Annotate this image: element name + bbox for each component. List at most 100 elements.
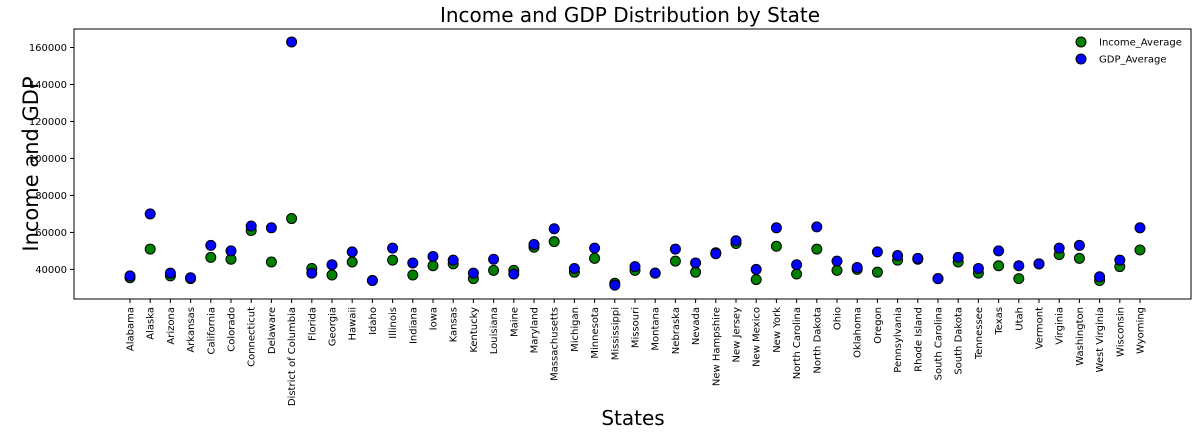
data-point	[871, 266, 883, 278]
data-point	[1013, 273, 1025, 285]
data-point	[649, 267, 661, 279]
data-point	[366, 275, 378, 287]
data-point	[346, 256, 358, 268]
data-point	[144, 208, 156, 220]
x-tick-label: Georgia	[328, 307, 339, 346]
data-point	[387, 242, 399, 254]
y-tick-label: 40000	[35, 265, 67, 276]
x-tick-label: Louisiana	[489, 307, 500, 354]
data-point	[831, 255, 843, 267]
y-axis-title: Income and GDP	[19, 76, 43, 251]
data-point	[447, 254, 459, 266]
x-tick-label: Massachusetts	[550, 307, 561, 381]
x-tick-label: New York	[772, 307, 783, 353]
data-point	[225, 245, 237, 257]
x-tick-label: Florida	[307, 307, 318, 341]
x-tick-label: Oregon	[873, 307, 884, 344]
x-tick-label: Ohio	[833, 307, 844, 330]
data-point	[326, 269, 338, 281]
x-tick-label: Montana	[651, 307, 662, 351]
x-tick-label: West Virginia	[1095, 307, 1106, 372]
x-tick-label: Colorado	[227, 307, 238, 352]
chart-title: Income and GDP Distribution by State	[440, 3, 820, 27]
x-tick-label: South Carolina	[934, 307, 945, 380]
data-point	[609, 279, 621, 291]
data-point	[811, 221, 823, 233]
data-point	[124, 270, 136, 282]
data-point	[286, 36, 298, 48]
x-tick-label: Iowa	[429, 307, 440, 330]
x-tick-label: New Mexico	[752, 307, 763, 367]
data-point	[669, 243, 681, 255]
data-point	[629, 261, 641, 273]
data-point	[205, 239, 217, 251]
y-tick-label: 120000	[29, 117, 67, 128]
x-tick-label: New Jersey	[732, 307, 743, 363]
data-point	[972, 262, 984, 274]
x-tick-label: Pennsylvania	[893, 307, 904, 373]
x-tick-label: Kansas	[449, 307, 460, 342]
x-axis-ticks: Alabama Alaska Arizona Arkansas California Co…	[126, 299, 1147, 406]
x-tick-label: Alaska	[146, 307, 157, 340]
data-point	[1134, 222, 1146, 234]
y-tick-label: 60000	[35, 228, 67, 239]
data-point	[791, 259, 803, 271]
data-point	[589, 252, 601, 264]
data-point	[770, 222, 782, 234]
x-tick-label: Utah	[1014, 307, 1025, 331]
x-tick-label: Maryland	[530, 307, 541, 353]
data-point	[770, 240, 782, 252]
legend-marker	[1075, 36, 1087, 48]
x-tick-label: Kentucky	[469, 307, 480, 353]
y-axis-ticks: 40000 60000 80000 100000 120000 140000 160000	[29, 43, 74, 276]
data-point	[912, 252, 924, 264]
data-point	[407, 269, 419, 281]
x-tick-label: South Dakota	[954, 307, 965, 375]
x-tick-label: Wisconsin	[1115, 307, 1126, 357]
data-point	[1033, 258, 1045, 270]
data-point	[144, 243, 156, 255]
x-tick-label: North Carolina	[792, 307, 803, 379]
x-tick-label: Tennessee	[974, 307, 985, 360]
x-tick-label: Washington	[1075, 307, 1086, 366]
data-point	[811, 243, 823, 255]
data-point	[205, 251, 217, 263]
x-tick-label: Vermont	[1035, 307, 1046, 349]
data-point	[427, 250, 439, 262]
data-point	[427, 260, 439, 272]
x-tick-label: Texas	[994, 307, 1005, 336]
legend-label: Income_Average	[1099, 38, 1182, 49]
data-point	[548, 236, 560, 248]
data-point	[1114, 254, 1126, 266]
x-tick-label: North Dakota	[812, 307, 823, 374]
x-tick-label: California	[206, 307, 217, 355]
y-tick-label: 100000	[29, 154, 67, 165]
x-tick-label: New Hampshire	[711, 307, 722, 386]
legend: Income_Average GDP_Average	[1075, 36, 1182, 66]
data-point	[750, 274, 762, 286]
data-point	[871, 246, 883, 258]
data-point	[528, 238, 540, 250]
data-point	[791, 268, 803, 280]
x-tick-label: Delaware	[267, 307, 278, 354]
y-tick-label: 80000	[35, 191, 67, 202]
data-point	[508, 268, 520, 280]
data-point	[851, 262, 863, 274]
data-point	[932, 273, 944, 285]
data-points	[124, 36, 1146, 291]
series-income-average	[124, 213, 1146, 289]
data-point	[185, 272, 197, 284]
data-point	[387, 254, 399, 266]
plot-frame	[73, 28, 1192, 300]
data-point	[1134, 244, 1146, 256]
data-point	[750, 263, 762, 275]
x-tick-label: Idaho	[368, 307, 379, 335]
x-tick-label: District of Columbia	[287, 307, 298, 406]
data-point	[306, 267, 318, 279]
x-axis-title: States	[601, 406, 664, 430]
data-point	[1013, 260, 1025, 272]
data-point	[488, 264, 500, 276]
x-tick-label: Mississippi	[610, 307, 621, 360]
x-tick-label: Michigan	[570, 307, 581, 352]
